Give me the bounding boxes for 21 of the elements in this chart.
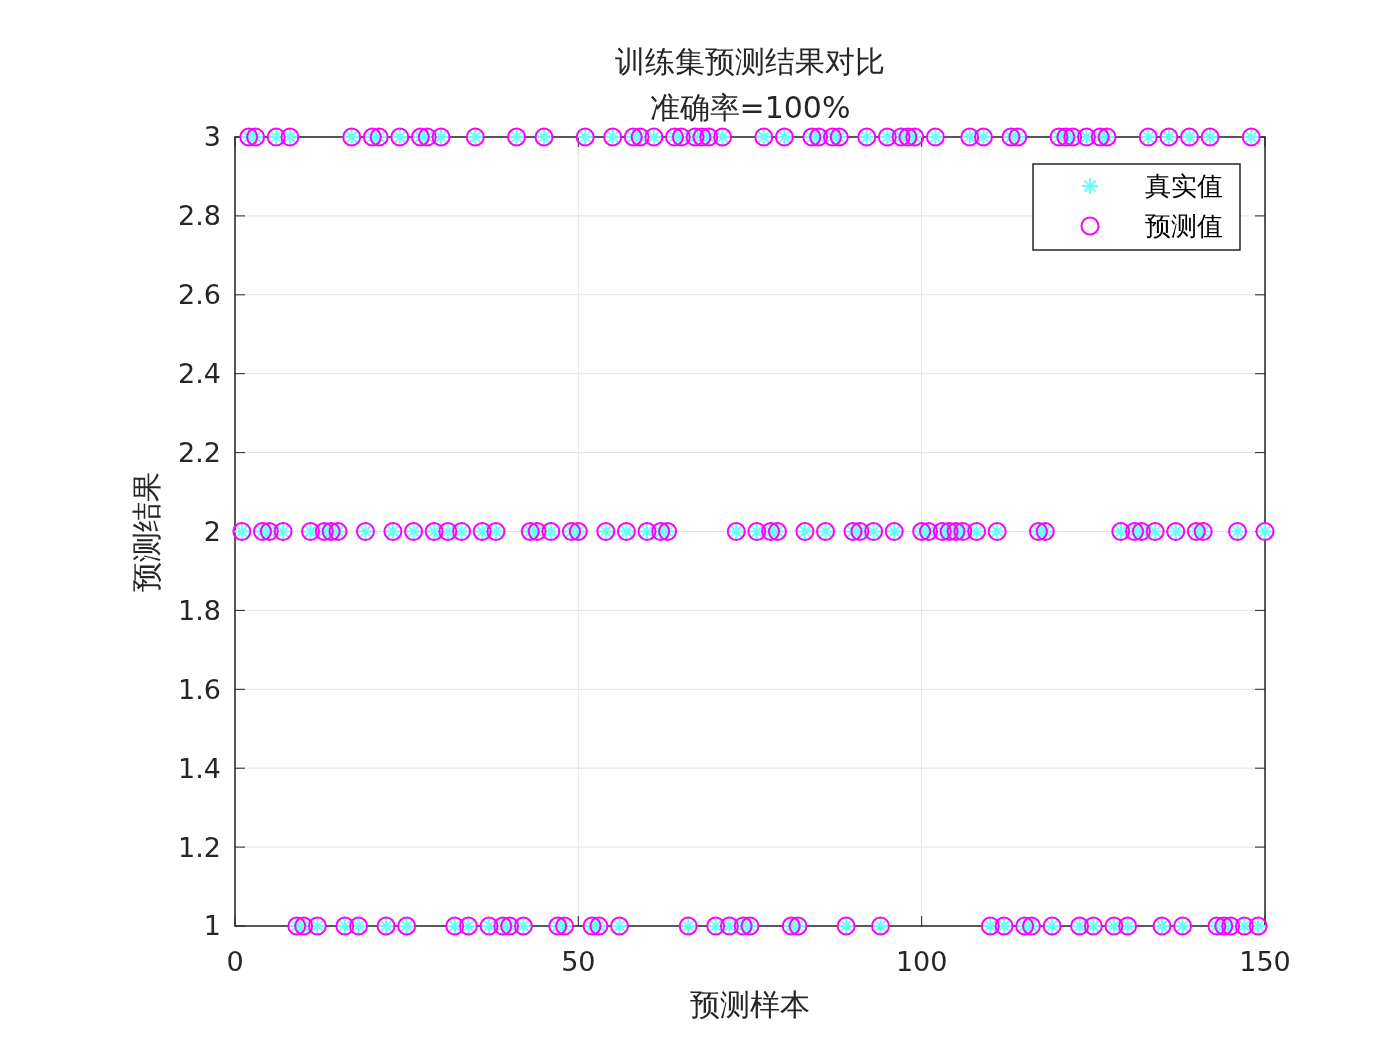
x-axis-title: 预测样本 bbox=[690, 987, 810, 1022]
y-tick-label: 3 bbox=[203, 121, 221, 153]
x-tick-label: 100 bbox=[895, 946, 948, 977]
y-tick-label: 2.4 bbox=[178, 358, 221, 390]
y-tick-label: 1.4 bbox=[178, 752, 221, 784]
x-tick-label: 150 bbox=[1239, 946, 1291, 977]
x-tick-label: 50 bbox=[561, 946, 596, 977]
y-tick-label: 1.2 bbox=[178, 831, 221, 863]
y-tick-label: 2.8 bbox=[178, 200, 221, 232]
y-tick-label: 2 bbox=[203, 515, 221, 547]
y-tick-label: 1.6 bbox=[178, 673, 221, 705]
y-tick-label: 2.6 bbox=[178, 279, 221, 311]
y-tick-label: 1.8 bbox=[178, 594, 221, 626]
y-axis-title: 预测结果 bbox=[129, 471, 164, 592]
y-tick-label: 2.2 bbox=[178, 437, 221, 469]
y-tick-label: 1 bbox=[203, 910, 221, 942]
legend-label: 真实值 bbox=[1145, 171, 1223, 202]
x-tick-label: 0 bbox=[226, 946, 244, 977]
legend-label: 预测值 bbox=[1145, 211, 1223, 242]
chart-title: 训练集预测结果对比 bbox=[615, 44, 885, 79]
chart-subtitle: 准确率=100% bbox=[649, 90, 851, 125]
